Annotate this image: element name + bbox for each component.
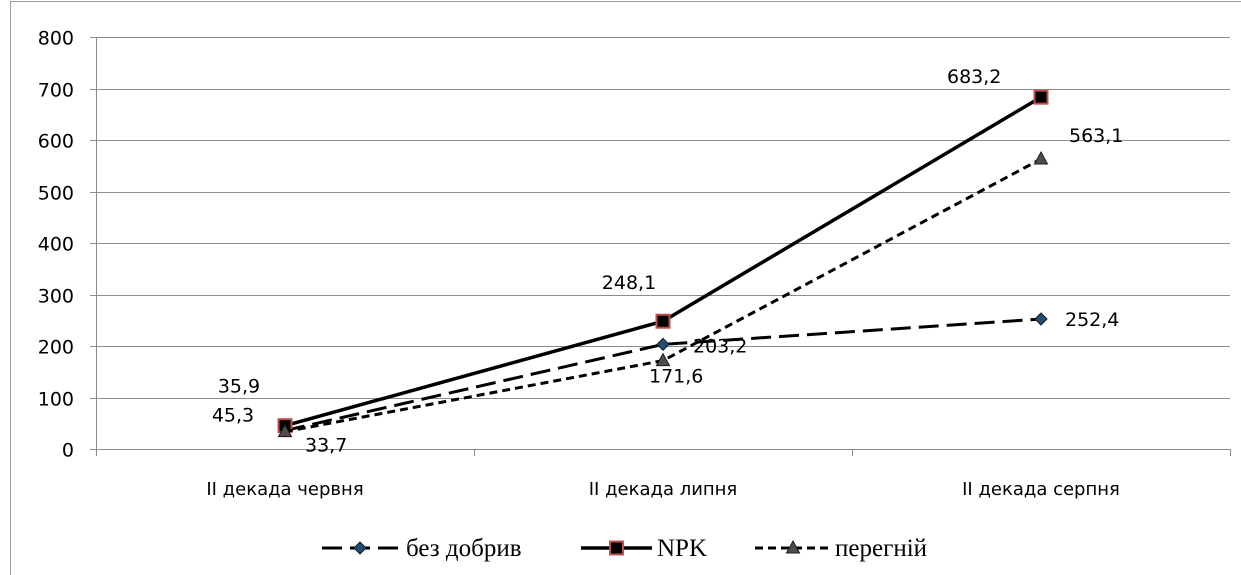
data-point	[1033, 89, 1049, 105]
y-tick-label: 300	[38, 286, 74, 308]
y-tick-label: 600	[38, 131, 74, 153]
y-tick-label: 0	[62, 440, 74, 462]
data-label: 252,4	[1065, 309, 1119, 331]
data-point	[277, 423, 293, 438]
data-point	[655, 352, 671, 367]
x-tick-label: II декада червня	[206, 479, 363, 500]
data-label: 35,9	[218, 376, 260, 398]
legend-marker	[353, 541, 367, 555]
legend-label: перегній	[835, 535, 927, 562]
legend-entry: NPK	[581, 535, 707, 562]
series-lines	[277, 89, 1049, 438]
data-labels: 35,9 203,2 252,4 45,3 248,1 683,2 33,7 171,6 563…	[212, 66, 1124, 456]
legend-entry: без добрив	[322, 535, 522, 562]
data-label: 248,1	[602, 272, 656, 294]
legend: без добрив NPK перегній	[322, 535, 927, 562]
series-line	[284, 317, 1042, 432]
chart-frame-border	[10, 1, 1241, 575]
y-tick-label: 800	[38, 28, 74, 50]
data-point	[1033, 150, 1049, 165]
data-label: 33,7	[305, 435, 347, 457]
y-tick-label: 500	[38, 183, 74, 205]
data-label: 683,2	[947, 66, 1001, 88]
data-label: 563,1	[1069, 125, 1123, 147]
data-point	[655, 313, 671, 329]
y-tick-label: 200	[38, 337, 74, 359]
data-point	[656, 337, 670, 352]
y-tick-label: 400	[38, 234, 74, 256]
x-tick-label: II декада липня	[589, 479, 738, 500]
legend-label: NPK	[657, 535, 707, 562]
legend-marker	[609, 540, 624, 556]
legend-label: без добрив	[406, 535, 522, 562]
data-label: 45,3	[212, 405, 254, 427]
axes: 0 100 200 300 400 500 600 700 800 II декада червн…	[38, 28, 1231, 500]
x-tick-label: II декада серпня	[962, 479, 1120, 500]
data-label: 203,2	[693, 335, 747, 357]
data-point	[1034, 312, 1048, 326]
y-tick-label: 700	[38, 80, 74, 102]
legend-entry: перегній	[755, 535, 927, 562]
data-label: 171,6	[649, 366, 703, 388]
legend-marker	[785, 539, 801, 554]
y-tick-label: 100	[38, 389, 74, 411]
